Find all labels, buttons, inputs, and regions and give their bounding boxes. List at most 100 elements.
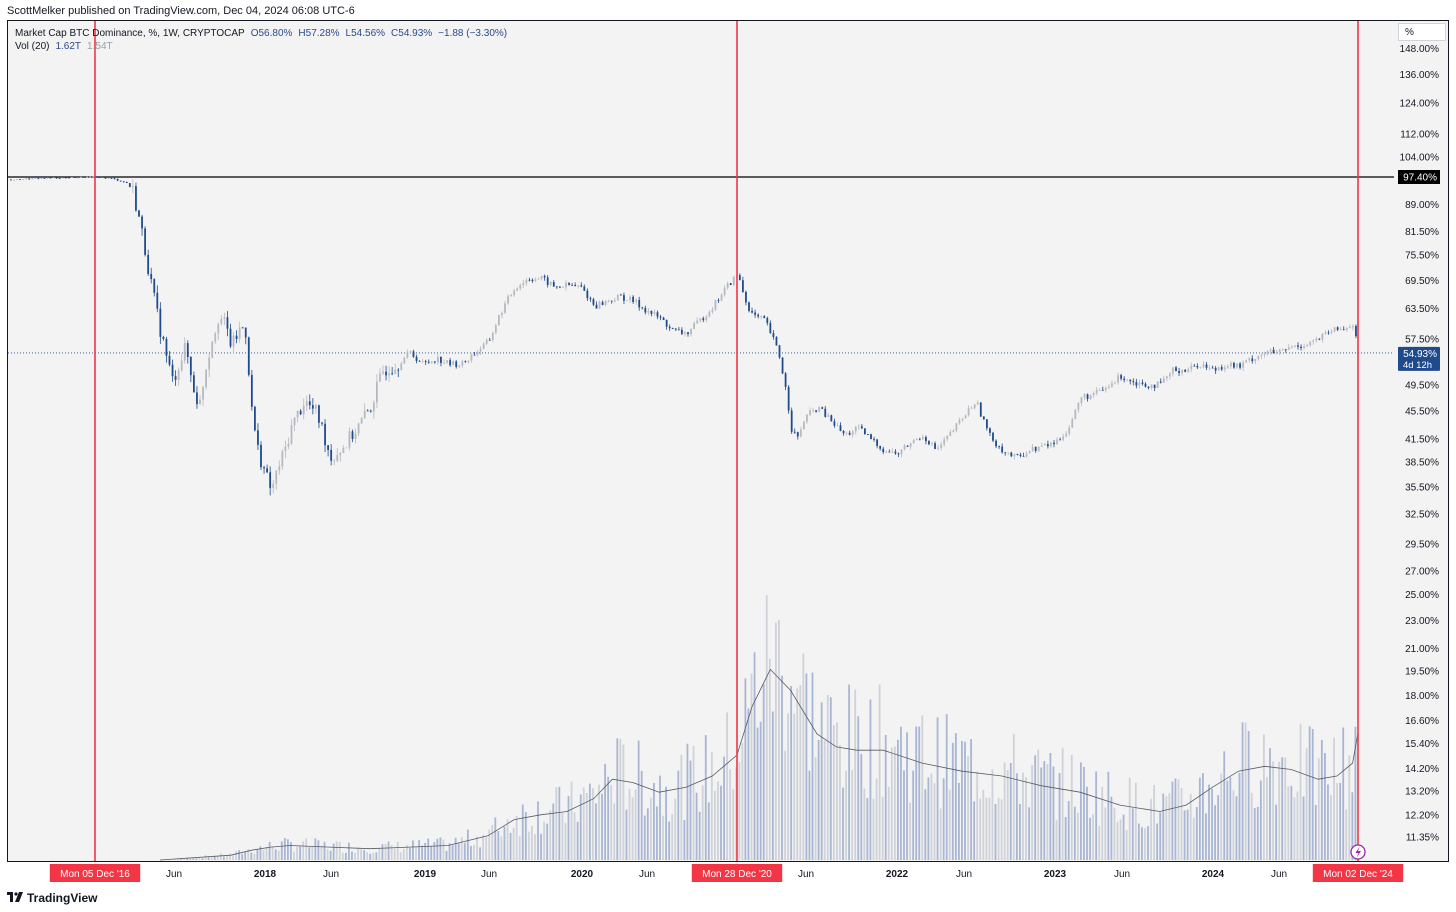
volume-bar — [460, 836, 463, 860]
symbol-title[interactable]: Market Cap BTC Dominance, %, 1W, CRYPTOC… — [15, 28, 245, 39]
candle-body — [555, 286, 558, 288]
candle-body — [211, 341, 214, 358]
candle-body — [1312, 340, 1315, 342]
x-tick-label: 2022 — [886, 869, 909, 880]
candle-body — [372, 402, 375, 412]
volume-bar — [369, 853, 372, 860]
candle-body — [247, 337, 250, 375]
volume-bar — [229, 853, 231, 860]
candle-body — [1098, 389, 1101, 391]
volume-bar — [1086, 786, 1088, 860]
candle-body — [266, 468, 268, 473]
candle-body — [857, 426, 860, 428]
candle-body — [1022, 455, 1025, 457]
candle-body — [217, 324, 220, 334]
volume-title[interactable]: Vol (20) — [15, 41, 50, 52]
y-tick-label: 38.50% — [1405, 458, 1439, 469]
volume-bar — [616, 738, 619, 860]
volume-bar — [439, 837, 442, 860]
candle-body — [537, 278, 540, 280]
volume-bar — [1067, 801, 1070, 860]
volume-bar — [887, 786, 890, 860]
candle-body — [263, 467, 265, 469]
candle-body — [1089, 395, 1092, 399]
volume-bar — [488, 829, 491, 860]
candle-body — [1172, 367, 1174, 374]
x-tick-label: Jun — [481, 869, 497, 880]
volume-bar — [1232, 790, 1235, 860]
x-tick-highlight-label: Mon 02 Dec '24 — [1323, 869, 1393, 880]
candle-body — [1147, 386, 1150, 388]
candle-body — [412, 351, 415, 357]
candle-body — [809, 410, 811, 415]
volume-bar — [555, 787, 558, 860]
volume-bar — [235, 851, 237, 860]
y-tick-label: 27.00% — [1405, 567, 1439, 578]
candle-body — [388, 373, 390, 376]
candle-body — [1013, 454, 1016, 457]
close-value: C54.93% — [391, 28, 433, 39]
volume-bar — [183, 858, 186, 860]
percent-scale-button[interactable]: % — [1398, 23, 1446, 41]
candle-body — [748, 302, 750, 311]
candle-body — [1162, 378, 1165, 383]
volume-bar — [433, 842, 436, 860]
candle-body — [443, 362, 445, 364]
volume-bar — [1314, 804, 1317, 860]
candle-body — [601, 302, 604, 305]
candle-body — [488, 339, 491, 341]
volume-bar — [988, 797, 991, 860]
volume-bar — [259, 846, 262, 860]
date-highlight-badge — [1312, 864, 1404, 882]
volume-bar — [1107, 771, 1110, 860]
volume-bar — [817, 740, 820, 860]
volume-bar — [198, 857, 201, 860]
candle-body — [241, 327, 244, 329]
candle-body — [1236, 363, 1238, 368]
candle-body — [1269, 349, 1272, 352]
volume-bar — [1049, 752, 1052, 860]
candle-body — [513, 290, 516, 296]
candle-body — [1223, 367, 1226, 370]
candle-body — [677, 329, 680, 331]
candle-body — [25, 178, 28, 180]
volume-bar — [799, 685, 802, 860]
footer-brand[interactable]: TradingView — [7, 891, 97, 905]
volume-bar — [588, 783, 591, 860]
candle-body — [647, 310, 650, 313]
volume-bar — [311, 846, 314, 860]
candle-body — [122, 181, 125, 183]
candle-body — [305, 401, 308, 406]
candle-body — [879, 445, 882, 449]
volume-bar — [872, 798, 875, 860]
volume-bar — [976, 771, 979, 860]
candle-body — [430, 361, 433, 363]
candle-body — [1291, 346, 1293, 348]
volume-bar — [784, 750, 786, 860]
volume-bar — [640, 770, 643, 860]
y-tick-label: 45.50% — [1405, 406, 1439, 417]
volume-bar — [314, 838, 317, 860]
volume-bar — [543, 821, 545, 860]
candle-body — [1239, 363, 1241, 368]
candle-body — [638, 299, 641, 308]
candle-body — [867, 434, 869, 435]
candle-body — [433, 361, 436, 363]
volume-bar — [808, 770, 811, 860]
x-tick-label: 2018 — [254, 869, 277, 880]
y-tick-label: 124.00% — [1400, 98, 1440, 109]
candle-body — [89, 176, 92, 178]
volume-bar — [601, 793, 603, 860]
volume-bar — [1238, 772, 1241, 860]
volume-bar — [1345, 809, 1348, 860]
volume-bar — [1144, 828, 1146, 860]
horizontal-level-badge — [1398, 170, 1440, 184]
candle-body — [1211, 367, 1214, 369]
y-tick-label: 63.50% — [1405, 304, 1439, 315]
volume-bar — [900, 726, 902, 860]
candle-body — [342, 447, 345, 453]
candle-body — [1263, 354, 1266, 356]
tradingview-logo-icon — [7, 891, 23, 905]
candle-body — [321, 422, 323, 424]
